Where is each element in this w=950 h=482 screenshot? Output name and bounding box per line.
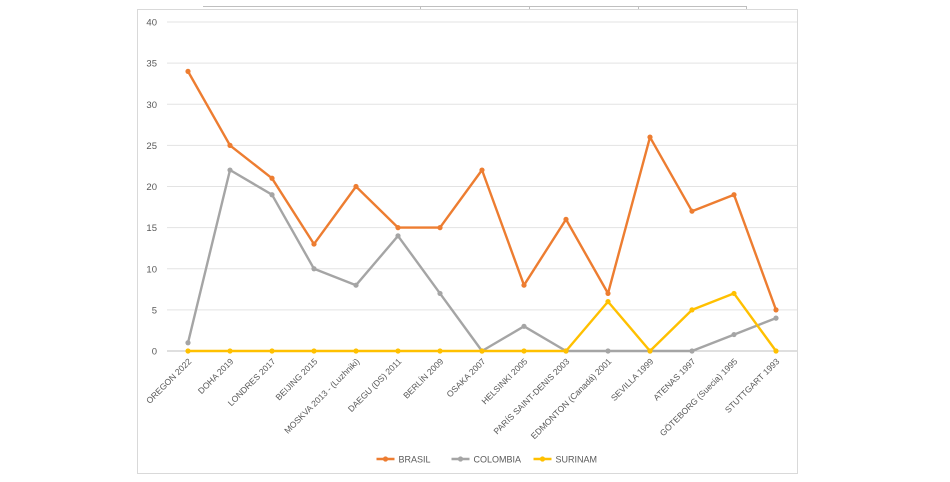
top-strip-tick xyxy=(420,6,421,10)
x-tick-label: OREGON 2022 xyxy=(144,356,193,405)
data-point-colombia xyxy=(311,266,317,272)
legend-marker-brasil xyxy=(382,456,389,462)
data-point-surinam xyxy=(185,348,191,354)
data-point-surinam xyxy=(269,348,275,354)
top-strip-tick xyxy=(638,6,639,10)
legend-label-brasil: BRASIL xyxy=(399,455,431,465)
legend-marker-surinam xyxy=(539,456,546,462)
data-point-colombia xyxy=(773,315,779,321)
data-point-brasil xyxy=(437,225,443,231)
x-tick-label: MOSKVA 2013 - (Luzhniki) xyxy=(282,356,361,435)
data-point-brasil xyxy=(563,216,569,222)
data-point-surinam xyxy=(227,348,233,354)
data-point-brasil xyxy=(521,282,527,288)
x-tick-label: DOHA 2019 xyxy=(196,356,236,396)
data-point-brasil xyxy=(479,167,485,173)
top-border-strip xyxy=(203,6,747,10)
x-tick-label: SEVILLA 1999 xyxy=(609,356,656,403)
legend-marker-colombia xyxy=(457,456,464,462)
data-point-colombia xyxy=(689,348,695,354)
data-point-colombia xyxy=(605,348,611,354)
data-point-colombia xyxy=(353,282,359,288)
data-point-colombia xyxy=(521,323,527,329)
data-point-brasil xyxy=(647,134,653,140)
x-tick-label: BEIJING 2015 xyxy=(273,356,319,402)
data-point-brasil xyxy=(185,68,191,74)
y-axis: 0 5 10 15 20 25 30 35 40 xyxy=(146,18,157,358)
y-tick-label: 30 xyxy=(146,100,157,111)
series-layer xyxy=(185,68,779,354)
data-point-surinam xyxy=(521,348,527,354)
data-point-colombia xyxy=(269,192,275,198)
legend: BRASIL COLOMBIA SURINAM xyxy=(376,455,598,465)
top-strip-tick xyxy=(529,6,530,10)
data-point-surinam xyxy=(479,348,485,354)
y-tick-label: 20 xyxy=(146,182,157,193)
data-point-brasil xyxy=(773,307,779,313)
data-point-brasil xyxy=(395,225,401,231)
x-tick-label: PARÍS SAINT-DENIS 2003 xyxy=(492,356,572,436)
data-point-surinam xyxy=(689,307,695,313)
x-tick-label: OSAKA 2007 xyxy=(445,356,488,399)
y-tick-label: 5 xyxy=(152,305,157,316)
x-tick-label: GÖTEBORG (Suecia) 1995 xyxy=(658,356,740,438)
data-point-surinam xyxy=(311,348,317,354)
data-point-brasil xyxy=(353,183,359,190)
data-point-colombia xyxy=(227,167,233,173)
data-point-surinam xyxy=(647,348,653,354)
y-tick-label: 15 xyxy=(146,223,157,234)
x-tick-label: ATENAS 1997 xyxy=(651,356,697,402)
data-point-brasil xyxy=(269,175,275,181)
data-point-brasil xyxy=(605,290,611,297)
chart-area xyxy=(137,9,798,474)
series-line-brasil xyxy=(186,70,778,312)
data-point-brasil xyxy=(311,241,317,247)
data-point-surinam xyxy=(773,348,779,354)
data-point-colombia xyxy=(395,233,401,239)
data-point-colombia xyxy=(731,331,737,338)
top-strip-tick xyxy=(746,6,747,10)
x-tick-label: EDMONTON (Canadá) 2001 xyxy=(529,356,614,441)
legend-label-surinam: SURINAM xyxy=(556,455,598,465)
data-point-surinam xyxy=(605,299,611,305)
data-point-brasil xyxy=(731,192,737,198)
data-point-surinam xyxy=(563,348,569,354)
data-point-colombia xyxy=(185,340,191,346)
data-point-colombia xyxy=(437,290,443,297)
data-point-surinam xyxy=(437,348,443,354)
y-tick-label: 10 xyxy=(146,264,157,275)
x-tick-label: BERLÍN 2009 xyxy=(401,356,445,400)
series-line-surinam xyxy=(186,292,778,353)
data-point-brasil xyxy=(689,208,695,214)
y-tick-label: 25 xyxy=(146,141,157,152)
series-line-colombia xyxy=(186,168,778,353)
legend-label-colombia: COLOMBIA xyxy=(474,455,522,465)
data-point-brasil xyxy=(227,142,233,148)
y-tick-label: 0 xyxy=(152,347,157,358)
y-tick-label: 35 xyxy=(146,59,157,70)
gridlines xyxy=(167,21,797,352)
data-point-surinam xyxy=(731,290,737,297)
data-point-surinam xyxy=(353,348,359,354)
y-tick-label: 40 xyxy=(146,18,157,29)
data-point-surinam xyxy=(395,348,401,354)
